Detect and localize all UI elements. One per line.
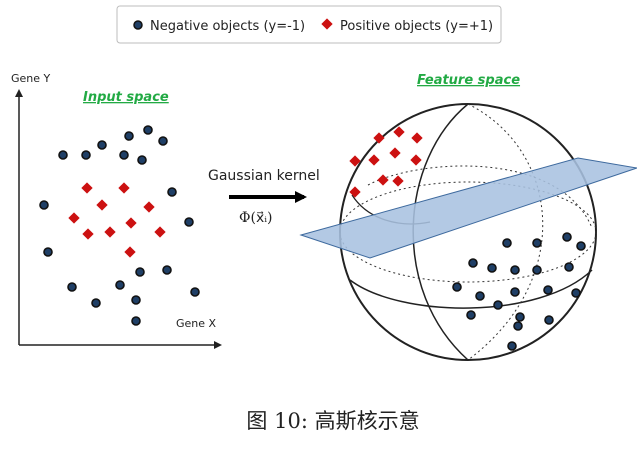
negative-point — [468, 258, 478, 268]
legend: Negative objects (y=-1) Positive objects… — [116, 5, 502, 44]
negative-point — [91, 298, 101, 308]
positive-point — [81, 182, 93, 194]
sphere-equator — [339, 181, 597, 283]
positive-point — [118, 182, 130, 194]
negative-point — [543, 285, 553, 295]
figure-caption: 图 10: 高斯核示意 — [246, 409, 419, 433]
negative-point — [452, 282, 462, 292]
positive-point — [411, 132, 423, 144]
negative-point — [502, 238, 512, 248]
negative-point — [131, 316, 141, 326]
negative-point — [532, 238, 542, 248]
negative-point — [137, 155, 147, 165]
positive-point — [125, 217, 137, 229]
negative-point — [507, 341, 517, 351]
positive-point — [377, 174, 389, 186]
negative-point — [576, 241, 586, 251]
negative-point — [510, 265, 520, 275]
negative-point — [58, 150, 68, 160]
positive-point — [392, 175, 404, 187]
gene-y-label: Gene Y — [11, 72, 51, 85]
negative-point — [544, 315, 554, 325]
negative-point — [124, 131, 134, 141]
positive-point — [373, 132, 385, 144]
legend-frame — [116, 5, 502, 44]
gene-x-label: Gene X — [176, 317, 217, 330]
positive-point — [82, 228, 94, 240]
negative-point — [466, 310, 476, 320]
negative-point — [39, 200, 49, 210]
positive-point — [154, 226, 166, 238]
negative-point — [475, 291, 485, 301]
legend-positive-label: Positive objects (y=+1) — [340, 19, 493, 34]
negative-point — [115, 280, 125, 290]
negative-point — [493, 300, 503, 310]
feature-space-title: Feature space — [417, 73, 520, 88]
positive-point — [349, 186, 361, 198]
negative-point — [162, 265, 172, 275]
positive-point — [389, 147, 401, 159]
negative-point — [135, 267, 145, 277]
negative-point — [119, 150, 129, 160]
positive-point — [349, 155, 361, 167]
negative-point — [167, 187, 177, 197]
negative-point — [515, 312, 525, 322]
input-space-panel: Input space Gene Y Gene X — [11, 72, 222, 349]
separating-hyperplane — [299, 157, 637, 259]
positive-point — [124, 246, 136, 258]
kernel-mapping: Gaussian kernel Φ(x⃗ᵢ) — [208, 168, 320, 226]
negative-point — [487, 263, 497, 273]
kernel-label: Gaussian kernel — [208, 168, 320, 184]
legend-negative-label: Negative objects (y=-1) — [150, 19, 305, 34]
positive-point — [368, 154, 380, 166]
negative-point — [97, 140, 107, 150]
negative-point — [67, 282, 77, 292]
kernel-formula: Φ(x⃗ᵢ) — [239, 210, 273, 226]
negative-point — [510, 287, 520, 297]
positive-point — [68, 212, 80, 224]
feature-points — [349, 126, 586, 351]
input-points — [39, 125, 200, 326]
negative-point — [81, 150, 91, 160]
negative-point — [513, 321, 523, 331]
negative-point — [143, 125, 153, 135]
negative-point — [562, 232, 572, 242]
sphere-latitude-lower — [349, 269, 593, 309]
positive-point — [96, 199, 108, 211]
input-space-title: Input space — [83, 90, 169, 105]
positive-point — [104, 226, 116, 238]
negative-point — [158, 136, 168, 146]
negative-point — [564, 262, 574, 272]
negative-point — [190, 287, 200, 297]
negative-point — [43, 247, 53, 257]
negative-point — [184, 217, 194, 227]
sphere-latitude-dotted — [367, 165, 593, 229]
negative-point — [131, 295, 141, 305]
positive-point — [143, 201, 155, 213]
negative-point — [532, 265, 542, 275]
positive-point — [410, 154, 422, 166]
sphere-meridian-right — [467, 103, 544, 361]
feature-space-panel: Feature space — [299, 73, 637, 361]
negative-point — [571, 288, 581, 298]
legend-negative-marker — [133, 20, 143, 30]
